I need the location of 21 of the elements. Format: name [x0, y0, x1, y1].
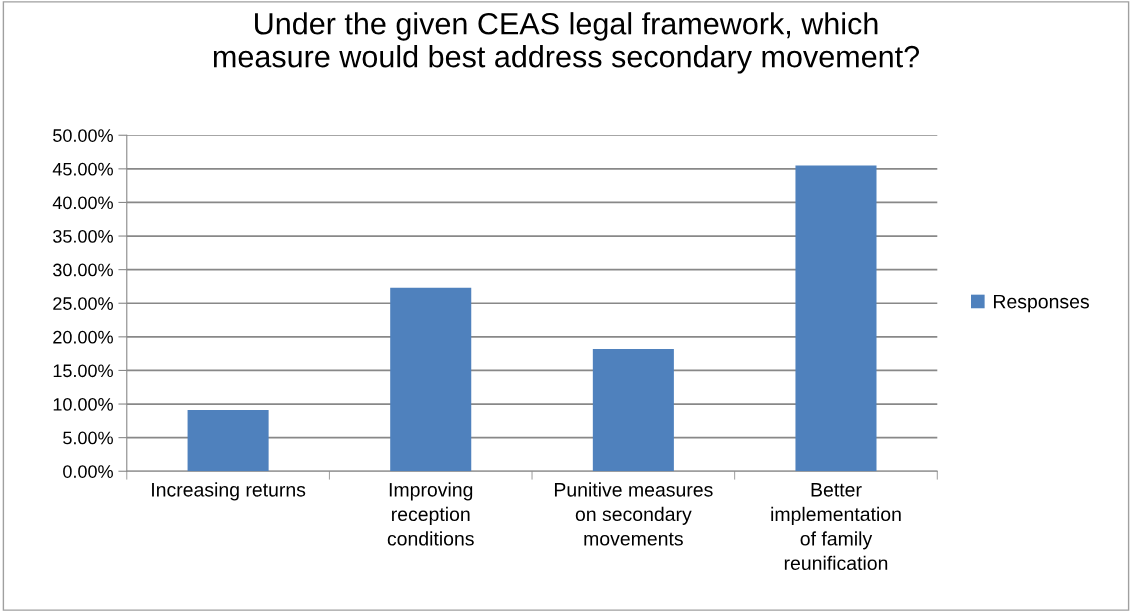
bar: [592, 348, 674, 472]
y-tick-label: 50.00%: [53, 129, 113, 142]
x-tick-label: Increasing returns: [152, 482, 306, 501]
x-tick-label: Improving reception conditions: [387, 482, 474, 546]
y-tick-label: 20.00%: [53, 330, 113, 344]
y-tick-label: 0.00%: [63, 465, 113, 478]
y-tick-label: 15.00%: [53, 364, 113, 378]
y-tick-label: 5.00%: [63, 431, 113, 445]
chart-title: Under the given CEAS legal framework, which measure would best address secondary movement?: [213, 12, 920, 74]
legend-label: Responses: [993, 294, 1089, 313]
y-tick-label: 10.00%: [53, 397, 113, 411]
y-tick-label: 25.00%: [53, 297, 113, 310]
bar: [795, 165, 877, 472]
y-tick-label: 30.00%: [53, 263, 113, 277]
x-tick-label: Punitive measures on secondary movements: [554, 482, 713, 546]
y-tick-label: 35.00%: [53, 229, 113, 243]
bar: [390, 287, 472, 472]
x-tick-label: Better implementation of family reunification: [771, 483, 901, 571]
bar: [187, 410, 269, 472]
y-tick-label: 40.00%: [52, 196, 113, 210]
y-tick-label: 45.00%: [52, 162, 113, 176]
